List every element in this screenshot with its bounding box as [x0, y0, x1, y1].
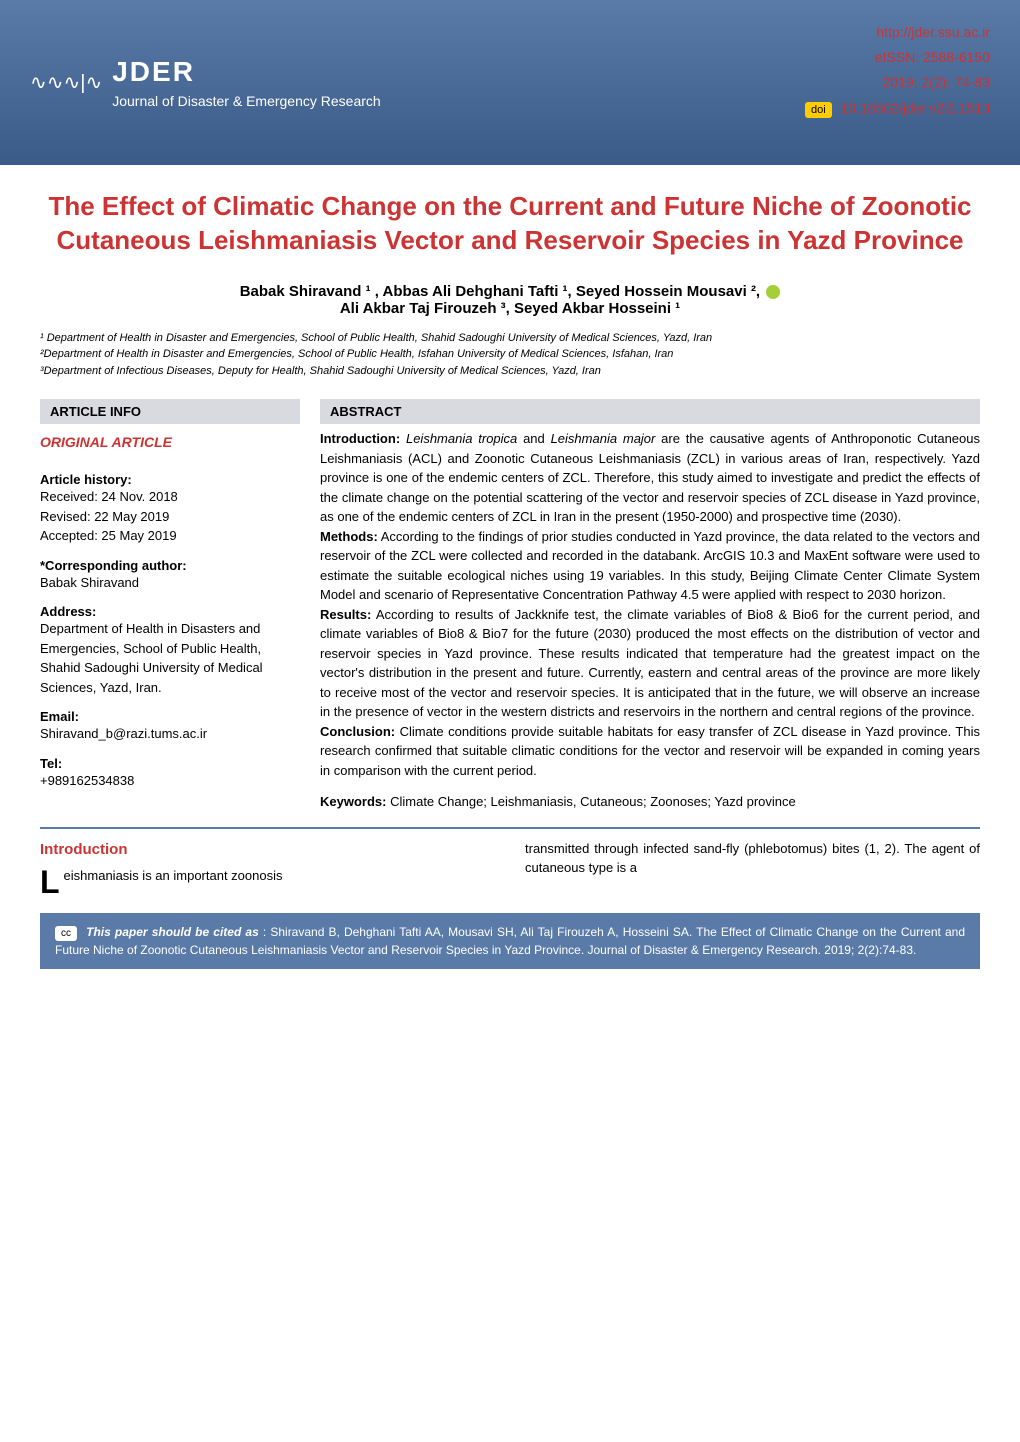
journal-citation: 2019; 2(2): 74-83 — [805, 70, 990, 95]
keywords: Keywords: Climate Change; Leishmaniasis,… — [320, 792, 980, 812]
drop-cap: L — [40, 866, 60, 898]
waveform-icon: ∿∿∿|∿ — [30, 70, 102, 95]
corresponding-name: Babak Shiravand — [40, 573, 300, 593]
header-banner: ∿∿∿|∿ JDER Journal of Disaster & Emergen… — [0, 0, 1020, 165]
affiliation-3: ³Department of Infectious Diseases, Depu… — [40, 363, 980, 380]
conclusion-label: Conclusion: — [320, 724, 395, 739]
intro-right-text: transmitted through infected sand-fly (p… — [525, 841, 980, 876]
revised-date: Revised: 22 May 2019 — [40, 507, 300, 527]
divider — [40, 827, 980, 829]
intro-right-column: transmitted through infected sand-fly (p… — [525, 839, 980, 899]
authors-line-2: Ali Akbar Taj Firouzeh ³, Seyed Akbar Ho… — [40, 300, 980, 317]
intro-left-column: Introduction L eishmaniasis is an import… — [40, 839, 495, 899]
cc-badge: cc — [55, 926, 77, 941]
intro-label: Introduction: — [320, 431, 400, 446]
journal-logo: ∿∿∿|∿ JDER Journal of Disaster & Emergen… — [30, 56, 381, 109]
received-date: Received: 24 Nov. 2018 — [40, 487, 300, 507]
tel-label: Tel: — [40, 756, 300, 771]
orcid-icon — [766, 285, 780, 299]
paper-title: The Effect of Climatic Change on the Cur… — [40, 190, 980, 258]
journal-eissn: eISSN: 2588-6150 — [805, 45, 990, 70]
doi-row: doi 10.18502/jder.v2i2.1513 — [805, 96, 990, 121]
abstract-column: ABSTRACT Introduction: Leishmania tropic… — [320, 399, 980, 812]
methods-label: Methods: — [320, 529, 378, 544]
header-info: http://jder.ssu.ac.ir eISSN: 2588-6150 2… — [805, 20, 990, 121]
tel-text: +989162534838 — [40, 771, 300, 791]
corresponding-label: *Corresponding author: — [40, 558, 300, 573]
authors-line-1: Babak Shiravand ¹ , Abbas Ali Dehghani T… — [40, 283, 980, 300]
methods-text: According to the findings of prior studi… — [320, 529, 980, 603]
keywords-text: Climate Change; Leishmaniasis, Cutaneous… — [390, 794, 796, 809]
introduction-section: Introduction L eishmaniasis is an import… — [0, 839, 1020, 899]
original-article-label: ORIGINAL ARTICLE — [40, 424, 300, 460]
abstract-header: ABSTRACT — [320, 399, 980, 424]
affiliation-1: ¹ Department of Health in Disaster and E… — [40, 330, 980, 347]
address-label: Address: — [40, 604, 300, 619]
journal-url: http://jder.ssu.ac.ir — [805, 20, 990, 45]
email-text: Shiravand_b@razi.tums.ac.ir — [40, 724, 300, 744]
accepted-date: Accepted: 25 May 2019 — [40, 526, 300, 546]
introduction-heading: Introduction — [40, 839, 495, 862]
doi-value: 10.18502/jder.v2i2.1513 — [841, 100, 990, 116]
email-label: Email: — [40, 709, 300, 724]
abstract-container: ARTICLE INFO ORIGINAL ARTICLE Article hi… — [0, 399, 1020, 812]
title-section: The Effect of Climatic Change on the Cur… — [0, 165, 1020, 273]
intro-left-text: eishmaniasis is an important zoonosis — [64, 868, 283, 883]
keywords-label: Keywords: — [320, 794, 386, 809]
journal-name: JDER — [112, 56, 380, 88]
article-info-column: ARTICLE INFO ORIGINAL ARTICLE Article hi… — [40, 399, 300, 812]
conclusion-text: Climate conditions provide suitable habi… — [320, 724, 980, 778]
history-label: Article history: — [40, 472, 300, 487]
address-text: Department of Health in Disasters and Em… — [40, 619, 300, 697]
affiliations: ¹ Department of Health in Disaster and E… — [0, 322, 1020, 400]
affiliation-2: ²Department of Health in Disaster and Em… — [40, 346, 980, 363]
abstract-body: Introduction: Leishmania tropica and Lei… — [320, 424, 980, 812]
journal-tagline: Journal of Disaster & Emergency Research — [112, 93, 380, 109]
citation-label: This paper should be cited as — [86, 925, 259, 939]
results-label: Results: — [320, 607, 371, 622]
article-info-header: ARTICLE INFO — [40, 399, 300, 424]
authors-section: Babak Shiravand ¹ , Abbas Ali Dehghani T… — [0, 273, 1020, 322]
citation-box: cc This paper should be cited as : Shira… — [40, 913, 980, 969]
results-text: According to results of Jackknife test, … — [320, 607, 980, 720]
doi-badge: doi — [805, 102, 832, 118]
